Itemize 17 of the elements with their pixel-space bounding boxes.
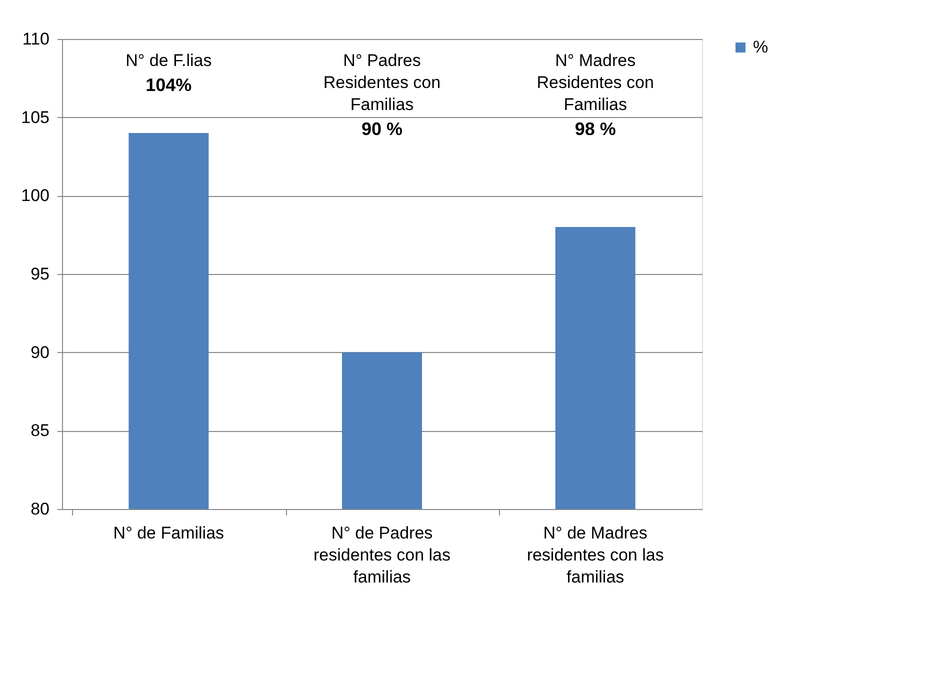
x-tick-label: N° de Familias bbox=[113, 524, 224, 542]
annotation: 98 % bbox=[574, 119, 616, 139]
y-tick-label: 85 bbox=[30, 421, 50, 440]
legend-label: % bbox=[753, 38, 768, 56]
annotation: 90 % bbox=[361, 119, 403, 139]
x-tick-label: N° de Padres residentes con las familias bbox=[313, 524, 451, 586]
y-tick-label: 105 bbox=[21, 108, 50, 127]
y-tick-label: 110 bbox=[22, 30, 50, 48]
annotation: N° de F.lias bbox=[126, 51, 212, 70]
annotation: N° Padres Residentes con Familias bbox=[323, 51, 441, 114]
y-tick-label: 100 bbox=[21, 186, 50, 206]
x-tick-label: N° de Madres residentes con las familias bbox=[526, 524, 664, 586]
annotation: 104% bbox=[146, 75, 192, 95]
y-tick-label: 80 bbox=[30, 500, 50, 518]
y-tick-label: 90 bbox=[30, 342, 50, 362]
y-tick-label: 95 bbox=[30, 264, 50, 284]
annotation: N° Madres Residentes con Familias bbox=[536, 51, 654, 114]
